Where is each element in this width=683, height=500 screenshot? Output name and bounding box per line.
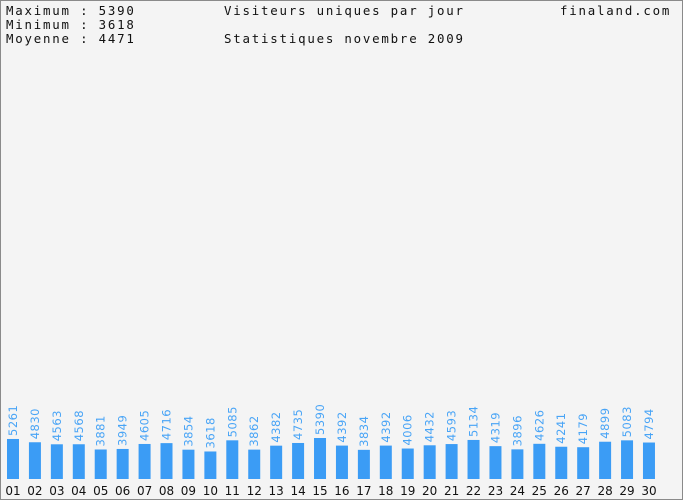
bar-15: [314, 438, 327, 479]
day-label-29: 29: [619, 484, 634, 498]
day-label-02: 02: [27, 484, 42, 498]
value-label-18: 4392: [379, 411, 393, 442]
value-label-25: 4626: [532, 410, 546, 441]
bar-08: [160, 443, 173, 479]
bar-17: [357, 449, 370, 479]
value-label-22: 5134: [467, 406, 481, 437]
bar-25: [533, 443, 546, 479]
day-label-20: 20: [422, 484, 437, 498]
value-label-02: 4830: [28, 408, 42, 439]
day-label-21: 21: [444, 484, 459, 498]
bar-02: [28, 442, 41, 479]
value-label-09: 3854: [181, 415, 195, 446]
value-label-15: 5390: [313, 404, 327, 435]
value-label-21: 4593: [445, 410, 459, 441]
bar-01: [7, 438, 19, 479]
day-label-28: 28: [597, 484, 612, 498]
day-label-18: 18: [378, 484, 393, 498]
day-label-14: 14: [290, 484, 305, 498]
bar-29: [621, 440, 634, 479]
bar-09: [182, 449, 195, 479]
bar-04: [72, 444, 85, 479]
value-label-10: 3618: [203, 417, 217, 448]
chart-title: Visiteurs uniques par jour: [224, 3, 465, 18]
value-label-14: 4735: [291, 409, 305, 440]
value-label-12: 3862: [247, 415, 261, 446]
day-label-07: 07: [137, 484, 152, 498]
day-label-15: 15: [312, 484, 327, 498]
day-label-24: 24: [510, 484, 525, 498]
day-label-04: 04: [71, 484, 86, 498]
value-label-24: 3896: [510, 415, 524, 446]
bar-05: [94, 449, 107, 479]
day-label-17: 17: [356, 484, 371, 498]
day-label-05: 05: [93, 484, 108, 498]
day-label-08: 08: [159, 484, 174, 498]
bar-24: [511, 449, 524, 479]
value-label-29: 5083: [620, 406, 634, 437]
day-label-03: 03: [49, 484, 64, 498]
day-label-13: 13: [269, 484, 284, 498]
maximum-label: Maximum : 5390: [6, 3, 136, 18]
day-label-22: 22: [466, 484, 481, 498]
value-label-08: 4716: [160, 409, 174, 440]
day-label-11: 11: [225, 484, 240, 498]
bar-11: [226, 440, 239, 479]
value-label-17: 3834: [357, 416, 371, 447]
bar-23: [489, 446, 502, 479]
bar-16: [335, 445, 348, 479]
day-label-01: 01: [5, 484, 20, 498]
value-label-16: 4392: [335, 411, 349, 442]
bar-26: [555, 446, 568, 479]
day-label-19: 19: [400, 484, 415, 498]
average-label: Moyenne : 4471: [6, 31, 136, 46]
bar-30: [642, 442, 655, 479]
day-label-16: 16: [334, 484, 349, 498]
day-label-26: 26: [554, 484, 569, 498]
bar-12: [248, 449, 261, 479]
bar-28: [599, 441, 612, 479]
value-label-04: 4568: [72, 410, 86, 441]
day-label-10: 10: [203, 484, 218, 498]
value-label-01: 5261: [6, 405, 20, 436]
day-label-27: 27: [576, 484, 591, 498]
minimum-label: Minimum : 3618: [6, 17, 136, 32]
value-label-06: 3949: [116, 415, 130, 446]
value-label-30: 4794: [642, 408, 656, 439]
value-label-28: 4899: [598, 407, 612, 438]
bar-19: [401, 448, 414, 479]
bar-03: [50, 444, 63, 479]
bar-07: [138, 443, 151, 479]
value-label-20: 4432: [423, 411, 437, 442]
bar-10: [204, 451, 217, 479]
value-label-05: 3881: [94, 415, 108, 446]
bar-13: [270, 445, 283, 479]
value-label-19: 4006: [401, 414, 415, 445]
day-label-25: 25: [532, 484, 547, 498]
bar-18: [379, 445, 392, 479]
day-label-09: 09: [181, 484, 196, 498]
bar-27: [577, 447, 590, 479]
value-label-03: 4563: [50, 410, 64, 441]
value-label-07: 4605: [138, 410, 152, 441]
site-name: finaland.com: [560, 3, 672, 18]
day-label-06: 06: [115, 484, 130, 498]
value-label-13: 4382: [269, 411, 283, 442]
chart-subtitle: Statistiques novembre 2009: [224, 31, 465, 46]
day-label-30: 30: [641, 484, 656, 498]
value-label-26: 4241: [554, 412, 568, 443]
bar-22: [467, 439, 480, 479]
value-label-23: 4319: [488, 412, 502, 443]
day-label-23: 23: [488, 484, 503, 498]
bar-06: [116, 448, 129, 479]
day-label-12: 12: [247, 484, 262, 498]
value-label-27: 4179: [576, 413, 590, 444]
bar-20: [423, 445, 436, 479]
bar-21: [445, 444, 458, 479]
value-label-11: 5085: [225, 406, 239, 437]
bar-14: [292, 442, 305, 479]
